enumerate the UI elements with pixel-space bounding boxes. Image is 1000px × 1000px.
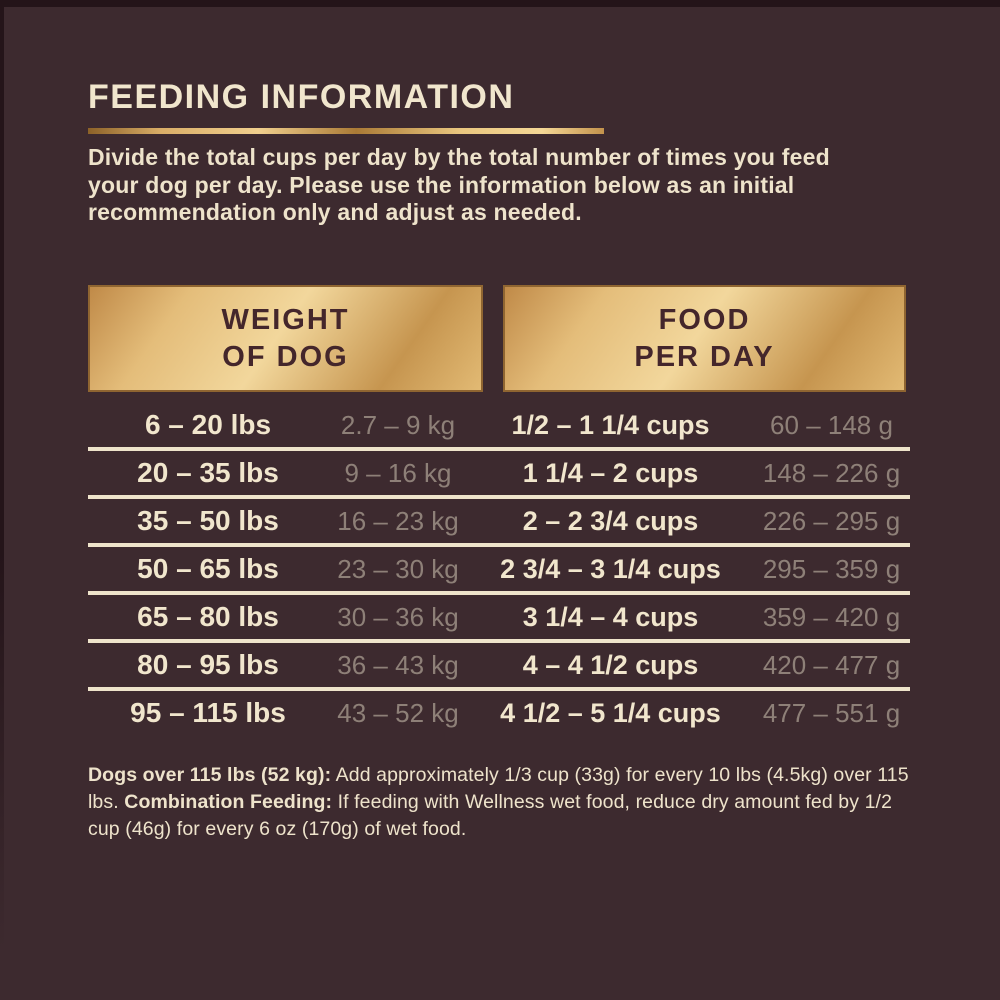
food-grams: 60 – 148 g	[770, 410, 893, 440]
weight-lbs: 20 – 35 lbs	[137, 457, 279, 488]
weight-lbs: 50 – 65 lbs	[137, 553, 279, 584]
footnote-text: Add approximately 1/3 cup (33g) for ever…	[88, 764, 909, 813]
food-cups: 1/2 – 1 1/4 cups	[511, 409, 710, 440]
weight-lbs: 65 – 80 lbs	[137, 601, 279, 632]
weight-lbs: 95 – 115 lbs	[130, 697, 286, 728]
table-row: 35 – 50 lbs 16 – 23 kg 2 – 2 3/4 cups 22…	[88, 499, 910, 543]
food-cups: 2 3/4 – 3 1/4 cups	[500, 553, 721, 584]
row-divider	[88, 639, 910, 643]
header-line: WEIGHT	[221, 303, 350, 336]
weight-kg: 9 – 16 kg	[344, 458, 452, 488]
food-cups: 4 1/2 – 5 1/4 cups	[500, 697, 721, 728]
weight-kg: 16 – 23 kg	[337, 506, 459, 536]
food-grams: 148 – 226 g	[762, 458, 901, 488]
weight-kg: 43 – 52 kg	[337, 698, 459, 728]
weight-kg: 23 – 30 kg	[337, 554, 459, 584]
table-row: 65 – 80 lbs 30 – 36 kg 3 1/4 – 4 cups 35…	[88, 595, 910, 639]
food-grams: 420 – 477 g	[762, 650, 901, 680]
food-grams: 359 – 420 g	[762, 602, 901, 632]
table-row: 80 – 95 lbs 36 – 43 kg 4 – 4 1/2 cups 42…	[88, 643, 910, 687]
header-line: PER DAY	[634, 340, 775, 373]
header-line: OF DOG	[222, 340, 349, 373]
footnote-paragraph: Dogs over 115 lbs (52 kg): Add approxima…	[88, 762, 920, 843]
food-cups: 3 1/4 – 4 cups	[522, 601, 699, 632]
food-cups: 1 1/4 – 2 cups	[522, 457, 699, 488]
table-row: 50 – 65 lbs 23 – 30 kg 2 3/4 – 3 1/4 cup…	[88, 547, 910, 591]
intro-paragraph: Divide the total cups per day by the tot…	[88, 144, 830, 225]
weight-kg: 30 – 36 kg	[337, 602, 459, 632]
table-row: 6 – 20 lbs 2.7 – 9 kg 1/2 – 1 1/4 cups 6…	[88, 403, 910, 447]
footnote-bold-dogs-over: Dogs over 115 lbs (52 kg):	[88, 764, 332, 786]
footnote-text: If feeding with Wellness wet food, reduc…	[88, 791, 893, 840]
page-title: FEEDING INFORMATION	[88, 78, 515, 116]
column-header-weight-of-dog: WEIGHT OF DOG	[88, 285, 483, 392]
row-divider	[88, 543, 910, 547]
row-divider	[88, 495, 910, 499]
footnote-bold-combination-feeding: Combination Feeding:	[124, 791, 333, 813]
row-divider	[88, 591, 910, 595]
column-header-food-per-day: FOOD PER DAY	[503, 285, 906, 392]
weight-kg: 36 – 43 kg	[337, 650, 459, 680]
food-grams: 226 – 295 g	[762, 506, 901, 536]
weight-kg: 2.7 – 9 kg	[340, 410, 456, 440]
title-underline-rule	[88, 128, 604, 134]
package-edge-left	[0, 0, 4, 1000]
table-row: 95 – 115 lbs 43 – 52 kg 4 1/2 – 5 1/4 cu…	[88, 691, 910, 735]
package-edge-top	[0, 0, 1000, 7]
feeding-table: 6 – 20 lbs 2.7 – 9 kg 1/2 – 1 1/4 cups 6…	[88, 403, 910, 735]
weight-lbs: 80 – 95 lbs	[137, 649, 279, 680]
header-line: FOOD	[658, 303, 751, 336]
row-divider	[88, 687, 910, 691]
food-grams: 295 – 359 g	[762, 554, 901, 584]
table-row: 20 – 35 lbs 9 – 16 kg 1 1/4 – 2 cups 148…	[88, 451, 910, 495]
food-cups: 2 – 2 3/4 cups	[522, 505, 699, 536]
food-cups: 4 – 4 1/2 cups	[522, 649, 699, 680]
weight-lbs: 6 – 20 lbs	[144, 409, 272, 440]
food-grams: 477 – 551 g	[762, 698, 901, 728]
weight-lbs: 35 – 50 lbs	[137, 505, 279, 536]
row-divider	[88, 447, 910, 451]
